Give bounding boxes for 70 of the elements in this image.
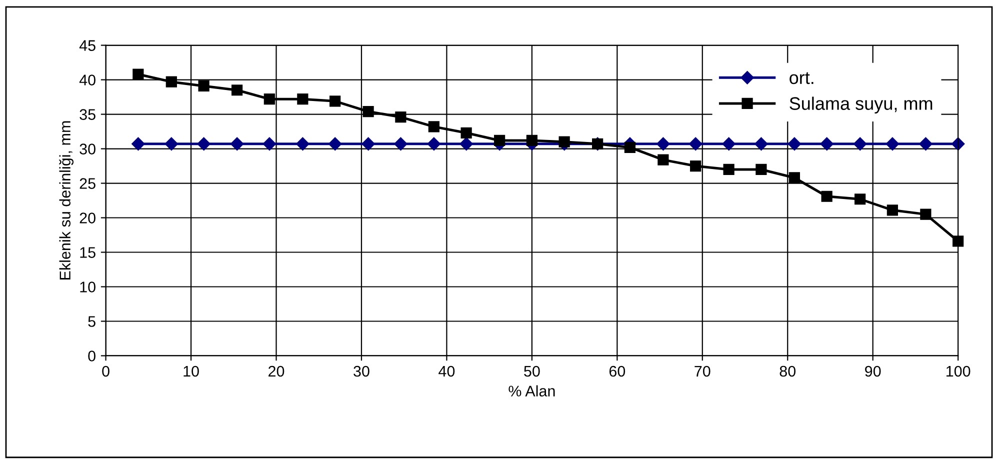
point	[920, 208, 932, 220]
y-tick-label: 30	[80, 144, 96, 154]
point	[821, 190, 832, 202]
x-tick-label: 70	[694, 366, 710, 377]
x-tick-label: 80	[780, 366, 796, 377]
y-tick-label: 15	[80, 247, 96, 258]
point	[166, 76, 177, 88]
point	[723, 164, 734, 176]
x-tick-label: 30	[354, 366, 370, 377]
legend-label: ort.	[790, 72, 814, 84]
point	[296, 137, 310, 151]
y-tick-label: 35	[80, 109, 96, 120]
point	[624, 142, 636, 153]
point	[526, 134, 538, 146]
point	[395, 111, 406, 123]
y-tick-label: 5	[88, 316, 96, 327]
point	[231, 84, 243, 96]
point	[658, 154, 669, 166]
point	[754, 137, 768, 151]
x-tick-label: 40	[438, 366, 455, 377]
x-axis-title: % Alan	[508, 385, 555, 396]
point	[722, 137, 736, 151]
point	[820, 137, 834, 151]
y-tick-label: 45	[79, 40, 96, 51]
y-tick-label: 10	[80, 282, 96, 292]
legend-label: Sulama suyu, mm	[790, 96, 932, 114]
point	[460, 137, 473, 151]
point	[886, 204, 898, 216]
point	[328, 137, 342, 151]
point	[952, 236, 964, 247]
y-axis-title: Eklenik su derinliği, mm	[59, 121, 74, 280]
point	[854, 194, 866, 205]
point	[197, 137, 210, 151]
point	[362, 106, 374, 118]
x-tick-label: 60	[609, 366, 626, 377]
x-tick-label: 0	[102, 366, 110, 377]
point	[788, 172, 800, 184]
x-tick-label: 50	[524, 366, 540, 377]
point	[132, 68, 144, 80]
point	[262, 137, 276, 151]
point	[756, 164, 767, 176]
point	[656, 137, 670, 151]
point	[919, 137, 932, 151]
point	[558, 136, 570, 148]
point	[362, 137, 375, 151]
point	[264, 94, 275, 105]
point	[330, 96, 341, 107]
point	[230, 137, 244, 151]
point	[690, 160, 702, 172]
point	[164, 137, 178, 151]
point	[394, 137, 408, 151]
y-tick-label: 25	[80, 178, 96, 189]
point	[886, 137, 900, 151]
x-tick-label: 10	[184, 366, 199, 377]
point	[853, 137, 867, 151]
y-tick-label: 20	[80, 212, 96, 224]
point	[427, 137, 441, 151]
point	[788, 137, 802, 151]
point	[494, 134, 506, 146]
y-tick-label: 40	[79, 74, 96, 86]
point	[460, 127, 472, 138]
point	[297, 94, 308, 105]
x-tick-label: 90	[865, 366, 881, 377]
point	[198, 80, 210, 92]
point	[428, 121, 440, 132]
point	[688, 137, 702, 151]
point	[132, 137, 145, 151]
x-tick-label: 100	[946, 366, 970, 377]
y-tick-label: 0	[88, 350, 96, 362]
x-tick-label: 20	[268, 366, 284, 377]
